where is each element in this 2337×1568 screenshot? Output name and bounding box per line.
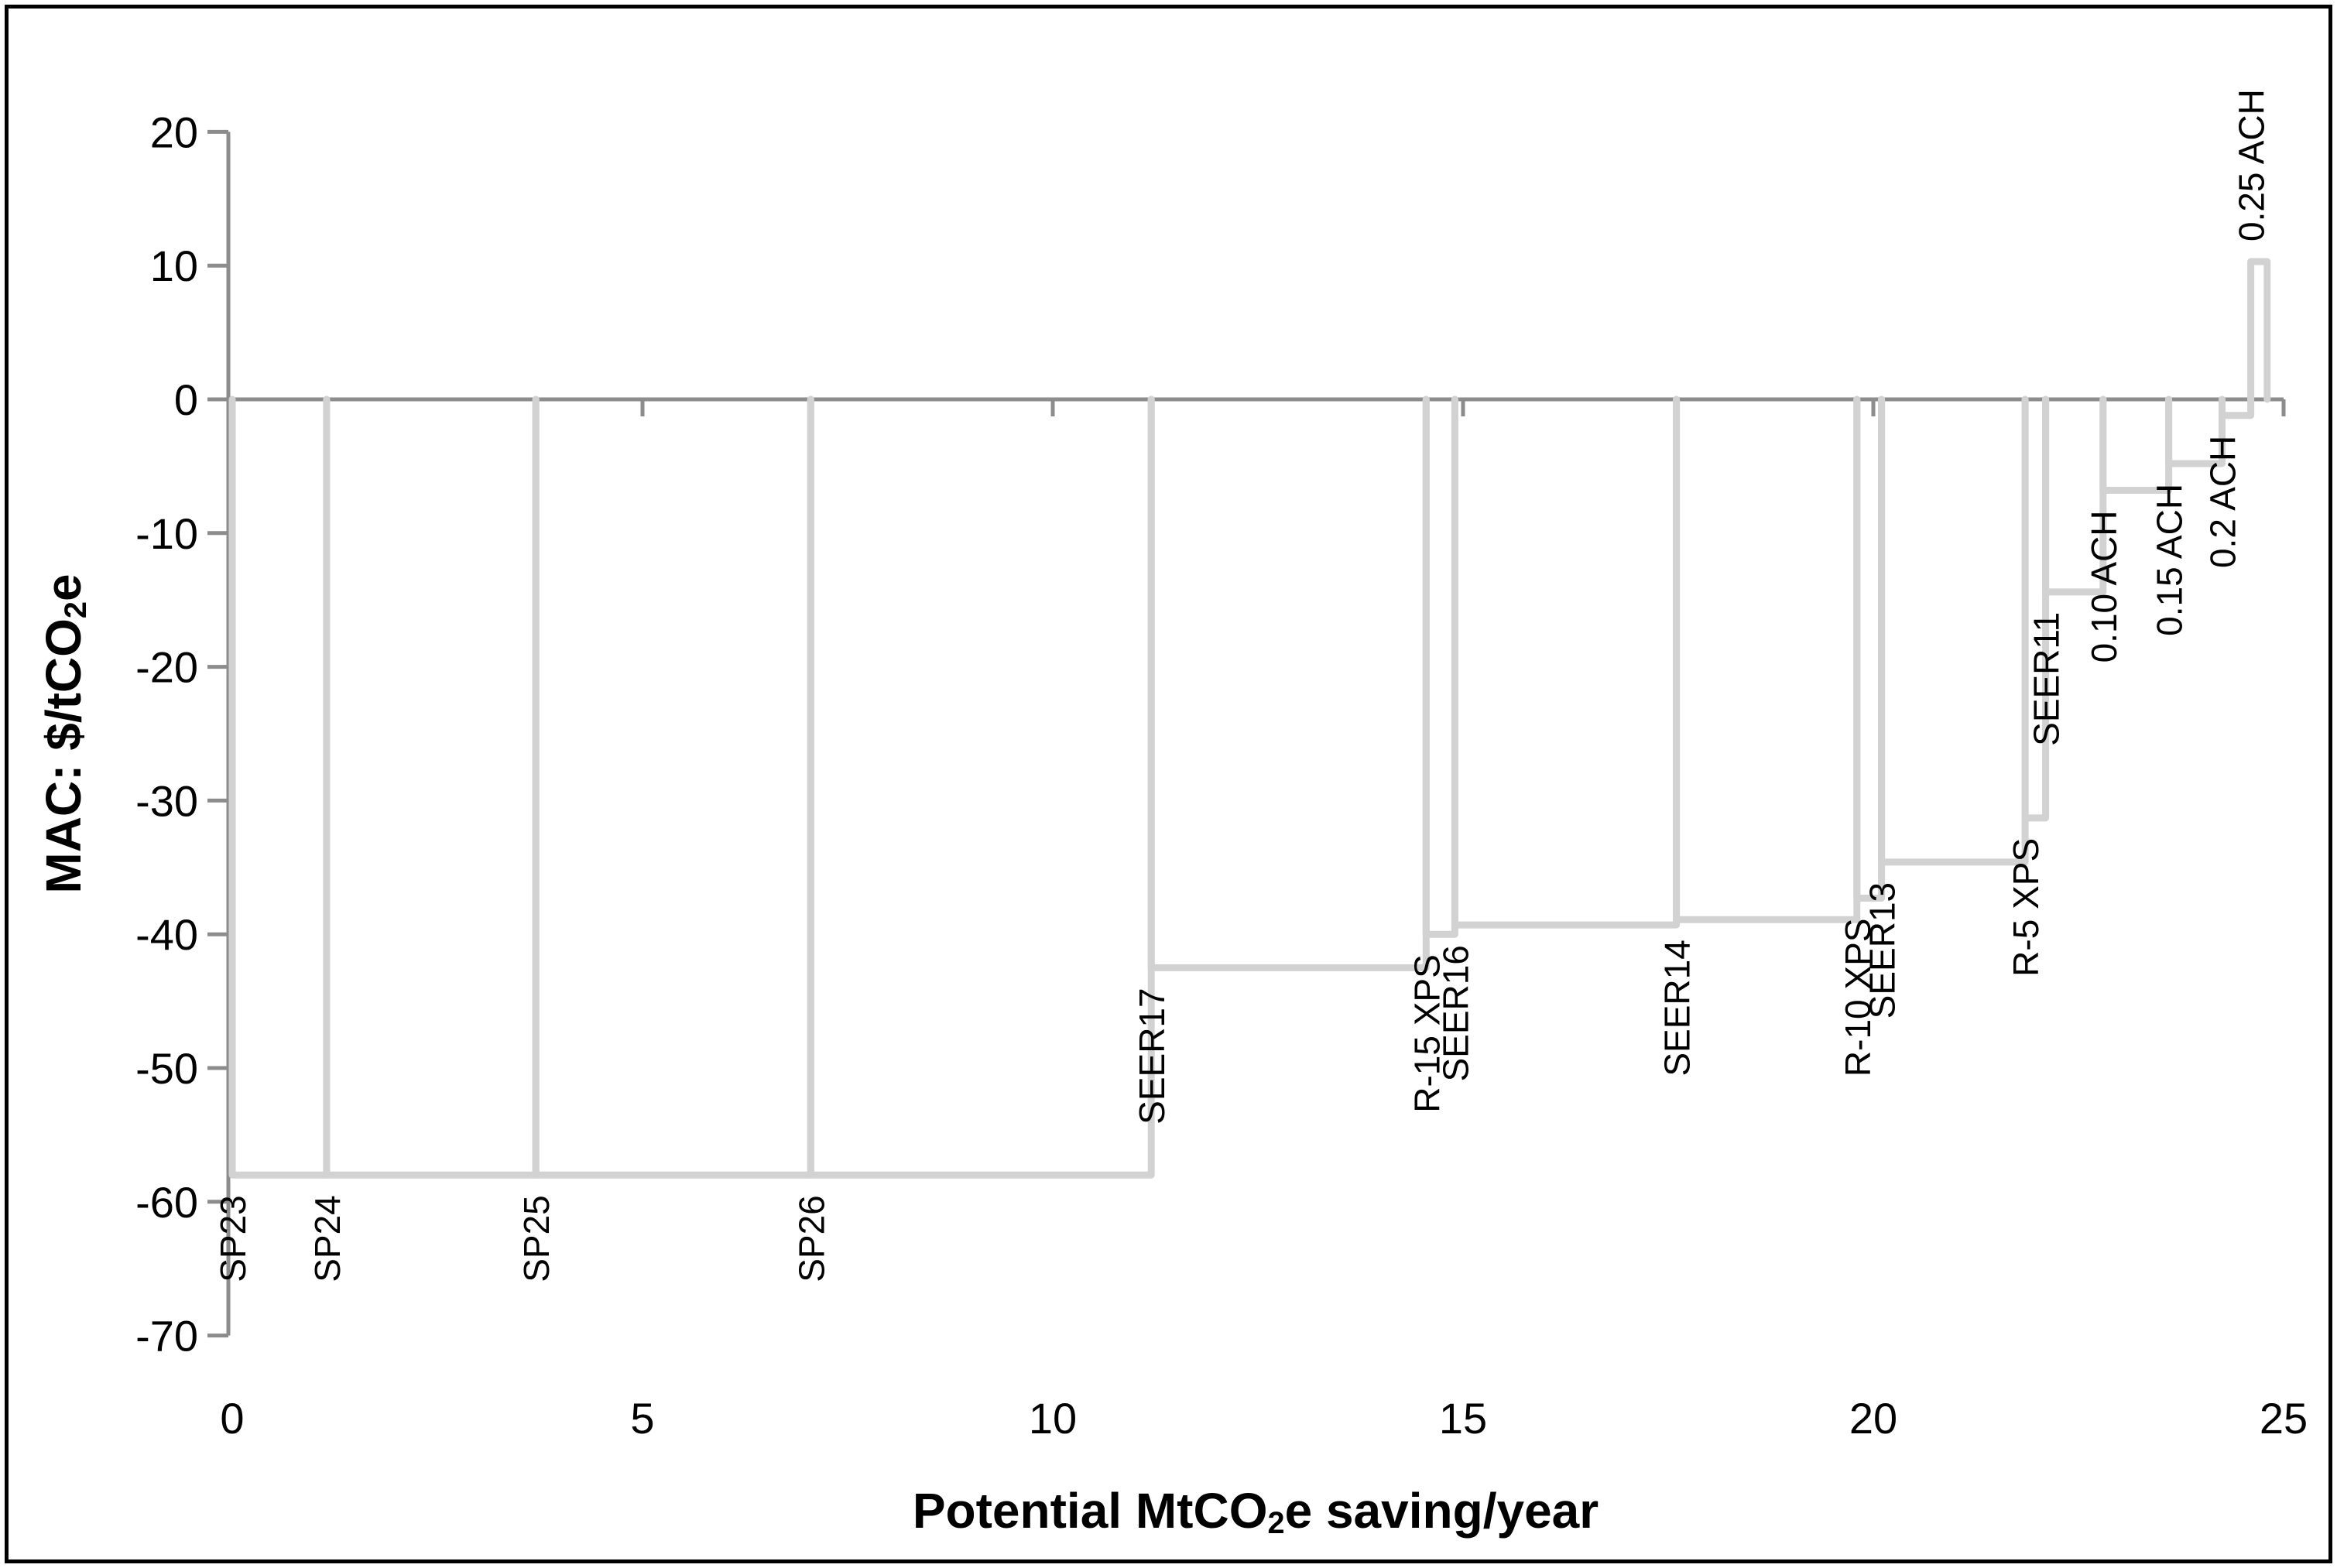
measure-label: SP24 [307,1195,348,1282]
measure-label: SEER14 [1657,940,1698,1076]
measure-step [1147,395,1430,971]
measure-label: 0.2 ACH [2203,436,2243,568]
measure-step [323,395,540,1179]
x-axis-title-suffix: e saving/year [1284,1483,1599,1539]
measure-label: 0.25 ACH [2232,89,2272,241]
measure-label: SEER16 [1435,945,1475,1081]
measure-step [807,395,1155,1179]
measure-step [1853,395,1886,902]
x-axis-title-text: Potential MtCO [912,1483,1268,1539]
y-axis-title-suffix: e [36,573,91,601]
measure-step [228,395,331,1179]
measure-label: SP25 [516,1195,557,1282]
measure-label: 0.10 ACH [2084,511,2124,663]
y-tick-label: -50 [135,1044,198,1093]
y-tick-label: -40 [135,910,198,959]
measure-step [1451,395,1681,929]
y-tick-label: -30 [135,776,198,825]
y-tick-label: 20 [150,108,198,156]
y-tick-label: -10 [135,509,198,558]
x-axis-title: Potential MtCO2e saving/year [912,1482,1599,1541]
measure-step [1878,395,2029,866]
measure-step [2219,395,2255,419]
y-tick-label: -60 [135,1178,198,1227]
y-axis-title: MAC: $/tCO2e [35,573,94,894]
x-tick-label: 5 [630,1394,654,1443]
x-tick-label: 0 [220,1394,244,1443]
measure-step [2165,395,2226,467]
measure-step [1422,395,1458,938]
x-tick-label: 25 [2260,1394,2308,1443]
x-tick-label: 10 [1029,1394,1077,1443]
measure-step [532,395,814,1179]
measure-label: R-5 XPS [2006,838,2046,977]
y-tick-label: 10 [150,241,198,290]
y-axis-title-text: MAC: $/tCO [36,618,91,894]
x-tick-label: 20 [1849,1394,1897,1443]
measure-step [2042,395,2107,596]
measure-step [1673,395,1861,923]
measure-label: SP23 [213,1195,253,1282]
measure-label: 0.15 ACH [2150,484,2190,636]
measure-label: SEER11 [2027,612,2067,746]
measure-label: R-15 XPS [1407,954,1447,1113]
measure-label: SEER13 [1862,882,1903,1019]
measure-step [2247,258,2271,403]
x-axis-title-subscript: 2 [1267,1506,1285,1541]
measure-label: SP26 [791,1195,831,1282]
y-tick-label: -20 [135,643,198,692]
measure-label: R-10 XPS [1838,919,1878,1077]
y-tick-label: -70 [135,1312,198,1361]
figure-border [5,5,2332,1563]
y-tick-label: 0 [174,375,198,424]
measure-label: SEER17 [1132,988,1172,1124]
y-axis-title-subscript: 2 [59,601,94,619]
measure-step [2021,395,2050,822]
x-tick-label: 15 [1439,1394,1487,1443]
measure-step [2099,395,2173,495]
